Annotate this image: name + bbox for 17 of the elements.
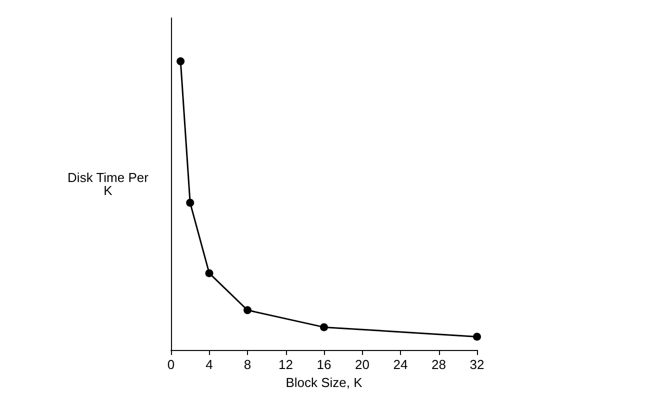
point — [186, 198, 194, 207]
x-tick-label: 0 — [167, 357, 175, 372]
point — [244, 306, 252, 314]
y-axis-title: Disk Time Per K — [68, 170, 150, 198]
x-tick-label: 4 — [206, 357, 213, 372]
x-tick-label: 16 — [316, 357, 332, 372]
point — [473, 332, 481, 341]
x-axis-title: Block Size, K — [286, 374, 363, 390]
x-tick-label: 32 — [470, 357, 484, 372]
point — [320, 323, 328, 332]
x-tick-label: 24 — [393, 357, 408, 372]
point — [205, 269, 214, 278]
x-tick-label: 28 — [432, 357, 446, 372]
x-tick-label: 12 — [278, 357, 293, 372]
x-tick-label: 20 — [355, 357, 370, 372]
point — [176, 57, 185, 66]
x-tick-label: 8 — [244, 357, 252, 372]
